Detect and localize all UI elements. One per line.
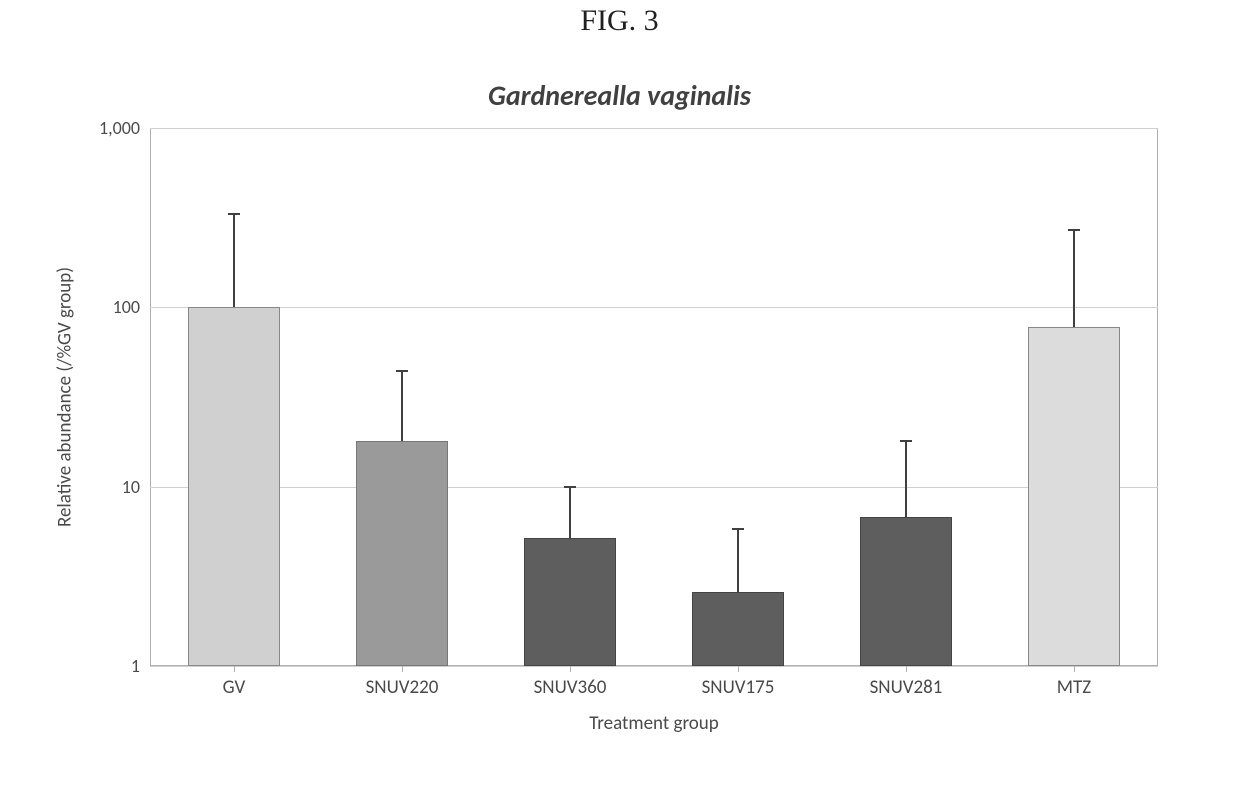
error-bar-cap [900, 440, 912, 442]
error-bar-cap [732, 528, 744, 530]
x-tick-label: SNUV220 [366, 676, 439, 699]
y-tick-label: 10 [122, 476, 140, 498]
x-axis-title: Treatment group [150, 712, 1158, 735]
bar [188, 307, 280, 666]
error-bar [569, 487, 571, 538]
bar [524, 538, 616, 666]
chart-title: Gardnerealla vaginalis [0, 78, 1239, 113]
gridline [150, 307, 1158, 308]
y-tick-label: 1 [131, 655, 140, 677]
y-tick-label: 100 [113, 296, 140, 318]
x-tick [1074, 666, 1075, 672]
error-bar [737, 529, 739, 591]
bar [356, 441, 448, 666]
y-axis-title: Relative abundance (/%GV group) [54, 267, 77, 527]
error-bar [401, 371, 403, 441]
bar [860, 517, 952, 666]
plot-area: 1101001,000GVSNUV220SNUV360SNUV175SNUV28… [150, 128, 1158, 666]
figure-label: FIG. 3 [0, 4, 1239, 38]
gridline [150, 666, 1158, 667]
gridline [150, 487, 1158, 488]
error-bar-cap [228, 213, 240, 215]
error-bar-cap [564, 486, 576, 488]
x-tick [402, 666, 403, 672]
x-tick-label: MTZ [1057, 676, 1091, 699]
page: FIG. 3 Gardnerealla vaginalis 1101001,00… [0, 0, 1239, 805]
bar [692, 592, 784, 666]
x-tick-label: SNUV175 [702, 676, 775, 699]
error-bar [905, 441, 907, 517]
error-bar [233, 214, 235, 307]
error-bar-cap [1068, 229, 1080, 231]
x-tick [234, 666, 235, 672]
plot-border [150, 128, 1158, 666]
y-tick-label: 1,000 [99, 117, 140, 139]
x-tick-label: GV [223, 676, 246, 699]
x-tick [570, 666, 571, 672]
gridline [150, 128, 1158, 129]
x-tick-label: SNUV360 [534, 676, 607, 699]
x-tick-label: SNUV281 [870, 676, 943, 699]
x-tick [738, 666, 739, 672]
bar [1028, 327, 1120, 666]
error-bar-cap [396, 370, 408, 372]
error-bar [1073, 230, 1075, 327]
x-tick [906, 666, 907, 672]
